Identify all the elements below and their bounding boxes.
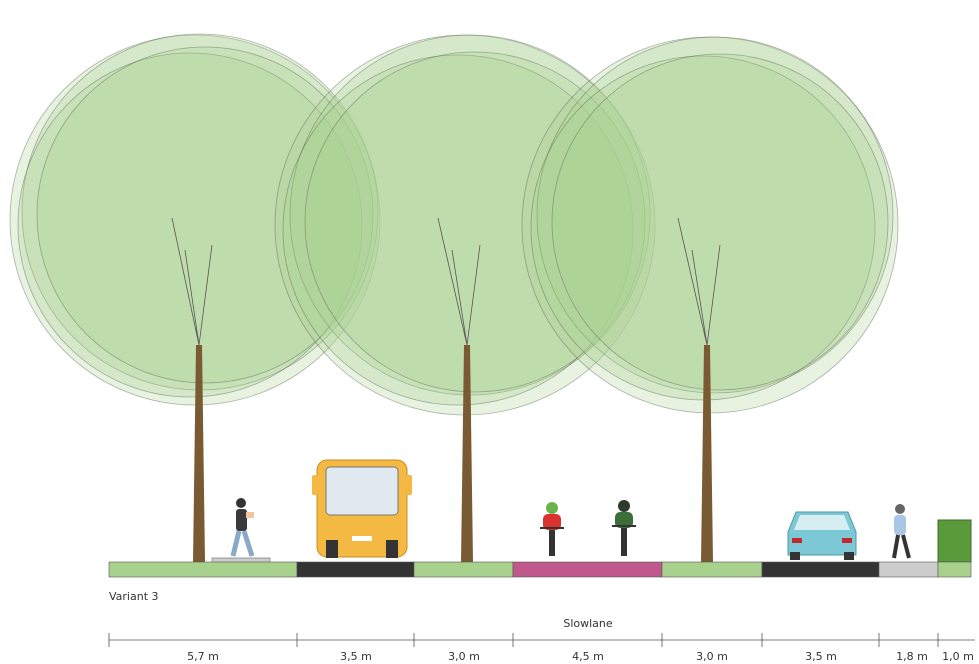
utility-box [937, 519, 972, 563]
variant-label: Variant 3 [109, 590, 159, 603]
dimension-label: 3,0 m [696, 650, 728, 663]
dimension-line [108, 633, 975, 647]
cyclist-green [612, 500, 636, 556]
dimension-label: 1,0 m [942, 650, 974, 663]
tree-crowns [9, 33, 899, 416]
dimension-label: 4,5 m [572, 650, 604, 663]
pedestrian-left [211, 498, 271, 566]
dimension-label: 3,5 m [805, 650, 837, 663]
pedestrian-right [892, 504, 911, 559]
dimension-label: 3,5 m [340, 650, 372, 663]
bus [312, 459, 412, 558]
lane-label: Slowlane [563, 617, 613, 630]
dimension-label: 5,7 m [187, 650, 219, 663]
dimension-label: 1,8 m [896, 650, 928, 663]
tree-trunks [171, 217, 721, 562]
street-segments [108, 561, 972, 578]
dimension-labels: 5,7 m 3,5 m 3,0 m 4,5 m 3,0 m 3,5 m 1,8 … [187, 650, 974, 663]
dimension-label: 3,0 m [448, 650, 480, 663]
cyclist-red [540, 502, 564, 556]
car [787, 511, 857, 560]
